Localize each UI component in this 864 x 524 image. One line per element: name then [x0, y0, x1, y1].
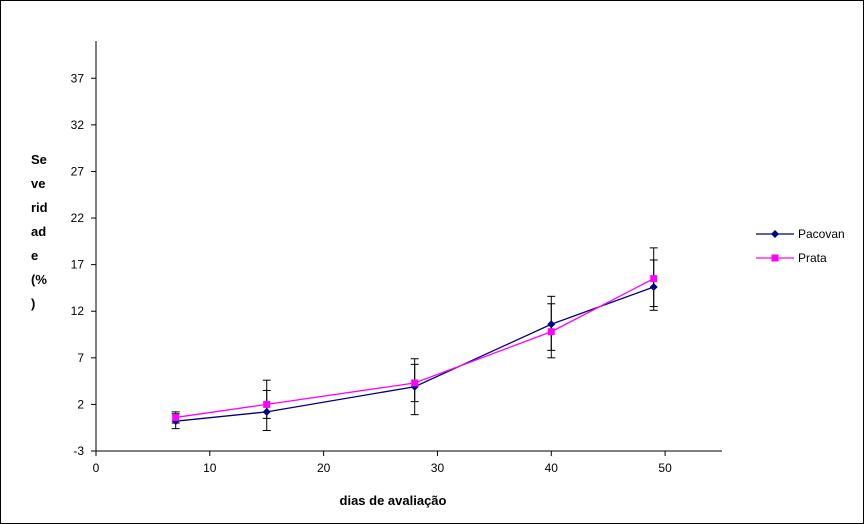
point-prata [411, 379, 419, 387]
point-prata [547, 328, 555, 336]
point-pacovan [649, 283, 658, 291]
y-axis-title-line: e [31, 248, 38, 263]
y-tick-label: 27 [71, 164, 85, 178]
point-pacovan [547, 320, 556, 329]
point-prata [172, 413, 180, 421]
x-tick-label: 10 [203, 461, 217, 475]
y-axis-title-line: ve [31, 176, 45, 191]
error-bars [171, 247, 658, 431]
point-pacovan [262, 407, 271, 416]
x-tick-label: 20 [317, 461, 331, 475]
y-tick-label: -3 [73, 444, 84, 458]
y-tick-label: 17 [71, 258, 85, 272]
x-tick-label: 30 [431, 461, 445, 475]
series-markers [171, 275, 658, 426]
legend-marker-prata [771, 254, 779, 262]
y-tick-label: 37 [71, 71, 85, 85]
y-axis-title-line: (% [31, 272, 47, 287]
legend-label-pacovan: Pacovan [798, 227, 845, 241]
y-axis-title-line: ) [31, 296, 35, 311]
y-axis-title-line: Se [31, 152, 47, 167]
x-tick-label: 50 [658, 461, 672, 475]
x-tick-label: 40 [545, 461, 559, 475]
point-prata [263, 400, 271, 408]
y-axis-title-line: rid [31, 200, 48, 215]
axes [91, 41, 722, 456]
y-tick-label: 22 [71, 211, 85, 225]
legend: Pacovan Prata [756, 227, 845, 265]
y-tick-label: 2 [77, 397, 84, 411]
x-tick-label: 0 [93, 461, 100, 475]
point-prata [650, 275, 658, 283]
x-axis-title: dias de avaliação [340, 493, 447, 508]
y-tick-label: 12 [71, 304, 85, 318]
legend-label-prata: Prata [798, 251, 827, 265]
y-axis-title: Se ve rid ad e (%) [31, 152, 48, 311]
y-tick-label: 7 [77, 351, 84, 365]
y-axis-title-line: ad [31, 224, 46, 239]
legend-marker-pacovan [771, 230, 779, 238]
y-tick-label: 32 [71, 118, 85, 132]
